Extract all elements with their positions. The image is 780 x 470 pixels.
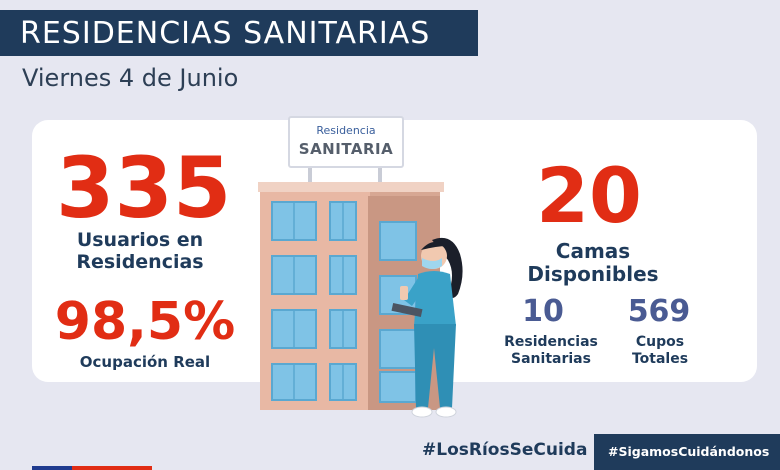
hashtag-los-rios: #LosRíosSeCuida [422,440,588,460]
camas-label: Camas Disponibles [527,239,659,286]
residencias-label: Residencias Sanitarias [504,334,598,367]
sign-line2: SANITARIA [298,140,394,158]
residencia-sign: Residencia SANITARIA [288,116,404,168]
title-banner [0,10,478,56]
usuarios-value: 335 [56,139,232,237]
cupos-label: Cupos Totales [631,334,689,367]
hashtag-sigamos: #SigamosCuidándonos [608,444,770,459]
usuarios-label: Usuarios en Residencias [76,229,204,273]
date-subtitle: Viernes 4 de Junio [22,64,239,92]
ocupacion-value: 98,5% [54,292,236,352]
cupos-value: 569 [627,294,691,329]
sign-line1: Residencia [316,124,376,137]
ocupacion-label: Ocupación Real [79,353,211,371]
residencias-value: 10 [522,294,564,329]
flag-strip [32,466,152,470]
page-title: RESIDENCIAS SANITARIAS [20,16,431,51]
camas-value: 20 [536,151,642,240]
hashtag-banner [594,434,780,470]
building-illustration [258,168,463,418]
nurse-illustration [391,237,463,418]
